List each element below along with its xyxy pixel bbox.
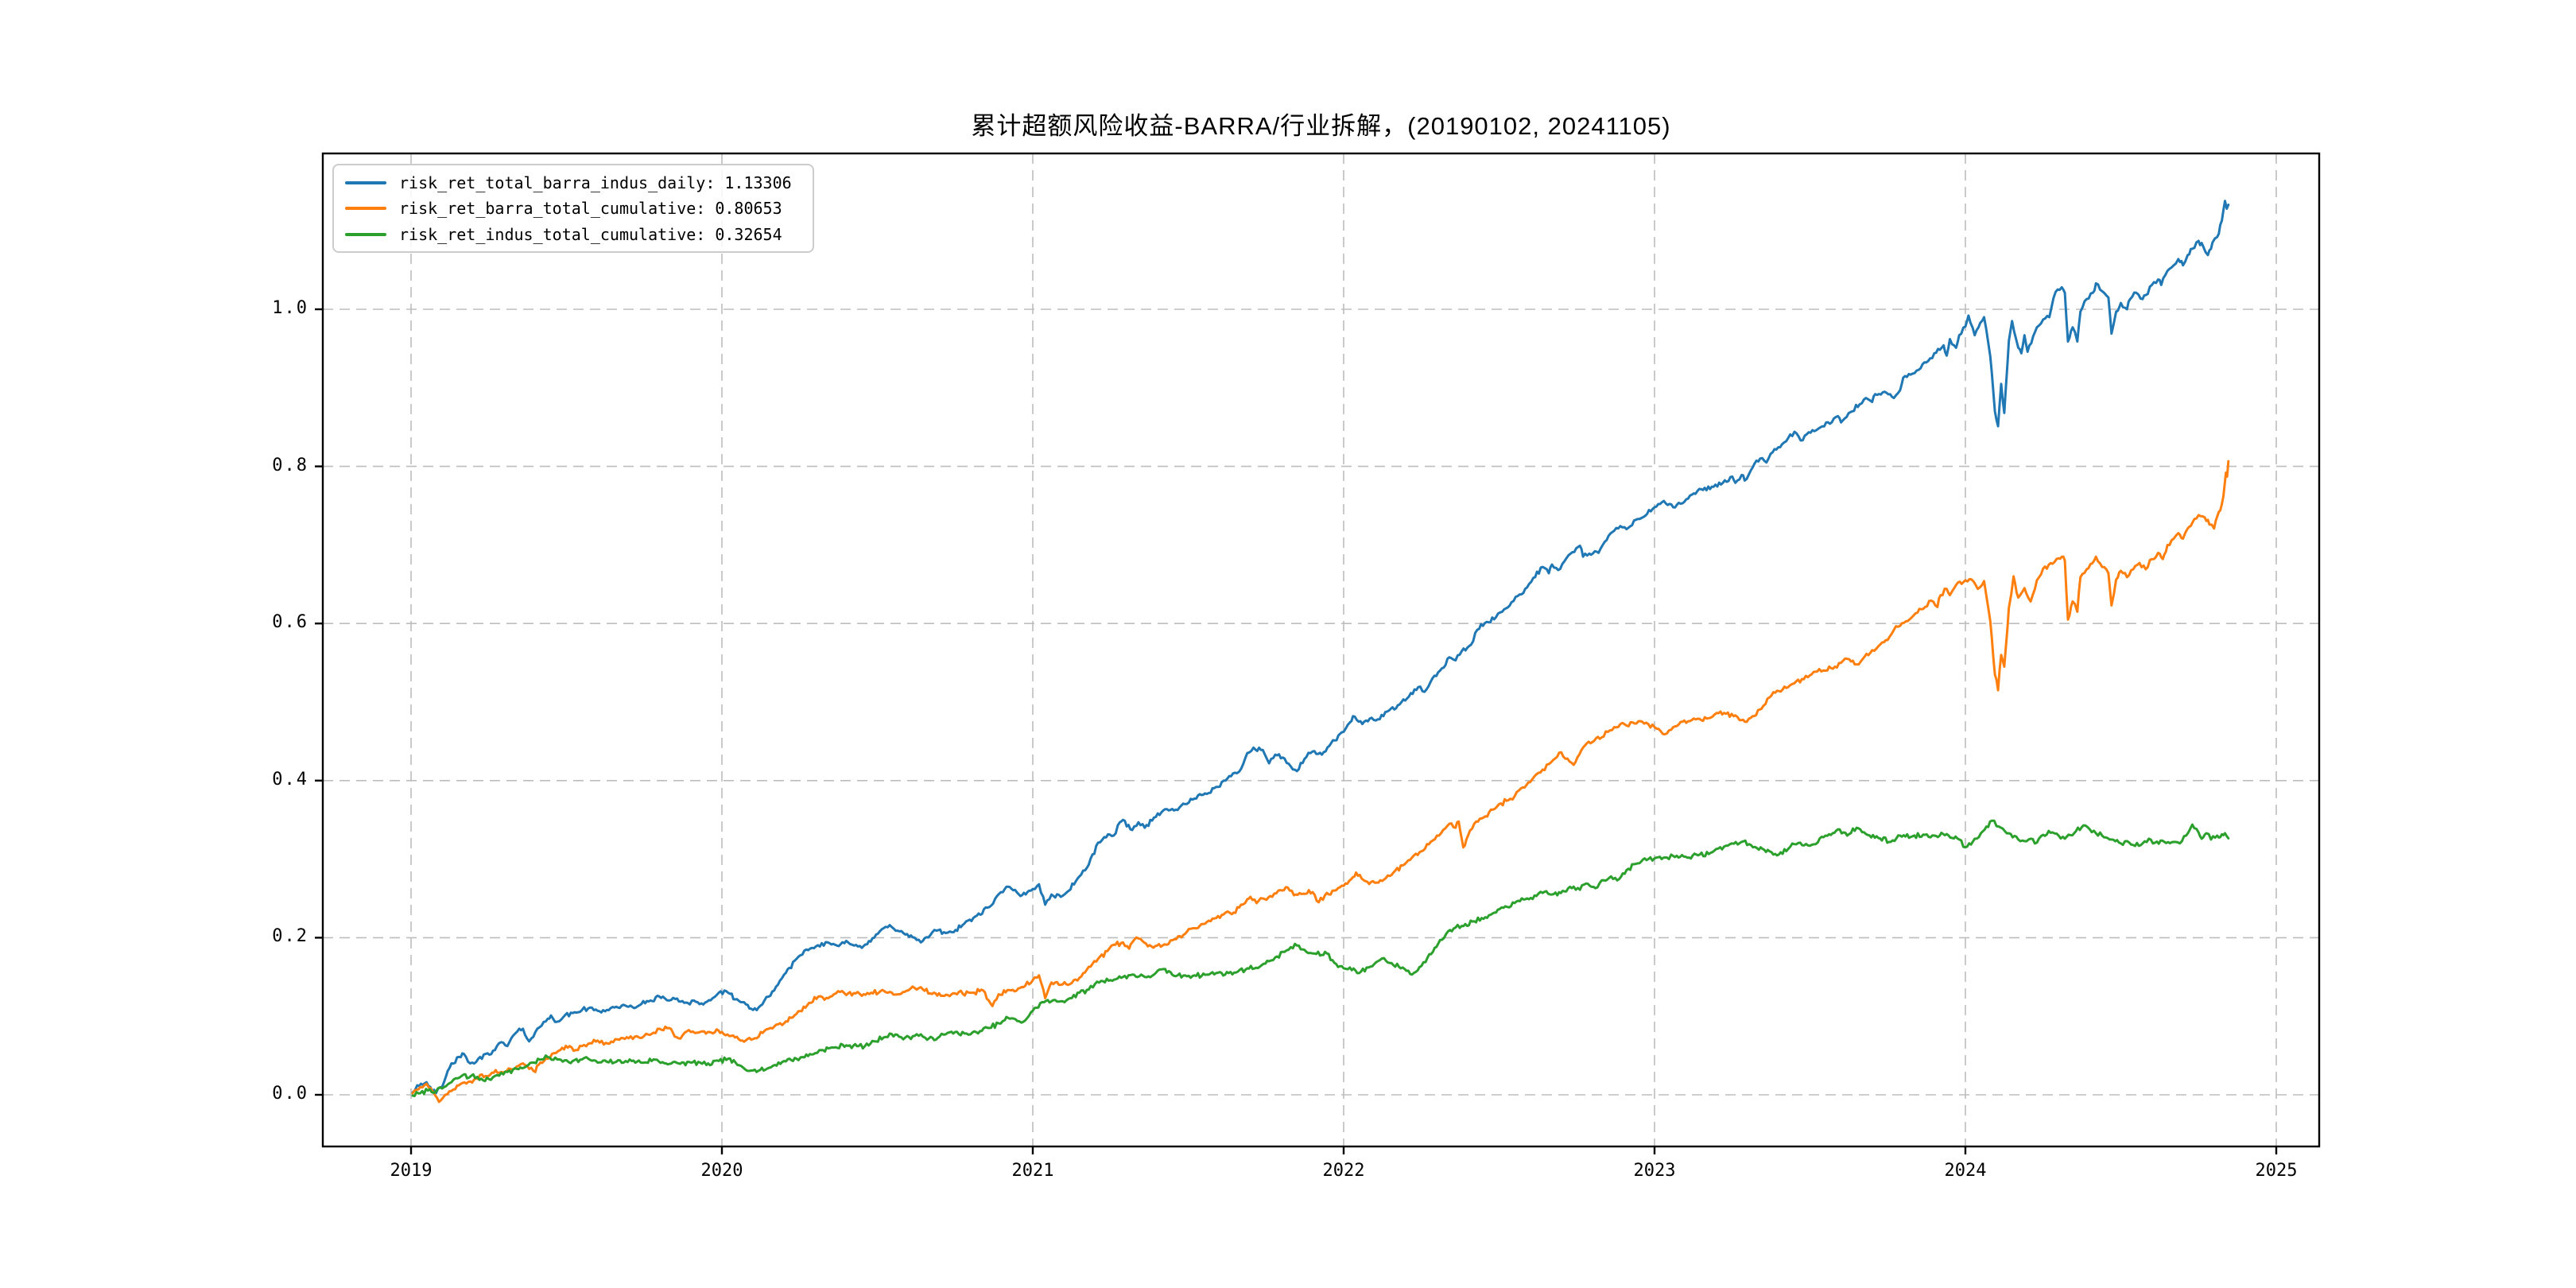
legend-item: risk_ret_barra_total_cumulative: 0.80653 — [345, 196, 805, 220]
legend-line-sample — [345, 232, 386, 236]
y-tick-label: 0.6 — [272, 612, 308, 633]
legend-label: risk_ret_total_barra_indus_daily: 1.1330… — [399, 173, 792, 192]
y-tick-label: 0.8 — [272, 455, 308, 475]
legend: risk_ret_total_barra_indus_daily: 1.1330… — [332, 164, 814, 253]
y-tick-label: 0.4 — [272, 769, 308, 789]
series-line-risk_ret_total_barra_indus_daily — [411, 200, 2230, 1095]
legend-line-sample — [345, 207, 386, 210]
legend-item: risk_ret_indus_total_cumulative: 0.32654 — [345, 223, 805, 246]
legend-label: risk_ret_indus_total_cumulative: 0.32654 — [399, 224, 782, 244]
x-tick-label: 2025 — [2255, 1161, 2298, 1181]
x-tick-label: 2021 — [1011, 1161, 1054, 1181]
series-line-risk_ret_indus_total_cumulative — [411, 819, 2230, 1097]
chart-title: 累计超额风险收益-BARRA/行业拆解，(20190102, 20241105) — [971, 112, 1671, 140]
x-tick-label: 2023 — [1633, 1161, 1676, 1181]
y-tick-label: 0.0 — [272, 1084, 308, 1104]
x-tick-label: 2020 — [700, 1161, 743, 1181]
legend-line-sample — [345, 180, 386, 184]
x-tick-label: 2024 — [1944, 1161, 1987, 1181]
x-tick-label: 2022 — [1322, 1161, 1365, 1181]
y-tick-label: 0.2 — [272, 926, 308, 947]
legend-item: risk_ret_total_barra_indus_daily: 1.1330… — [345, 171, 805, 195]
legend-label: risk_ret_barra_total_cumulative: 0.80653 — [399, 199, 782, 218]
series-line-risk_ret_barra_total_cumulative — [411, 460, 2230, 1104]
y-tick-label: 1.0 — [272, 298, 308, 318]
x-tick-label: 2019 — [390, 1161, 433, 1181]
